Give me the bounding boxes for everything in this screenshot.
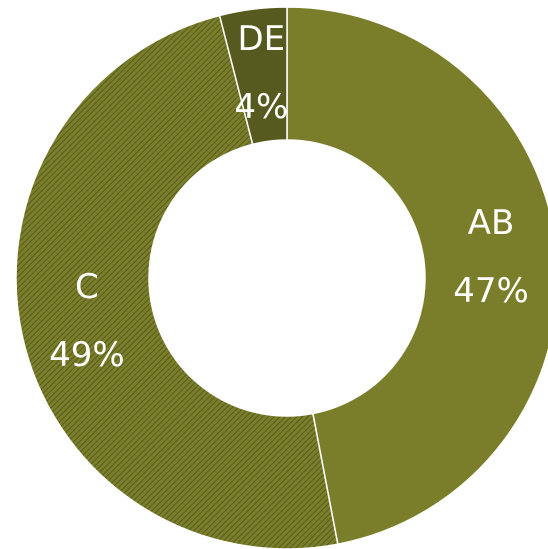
slice-label: DE xyxy=(237,19,285,59)
donut-slice xyxy=(286,6,548,546)
slice-label: C xyxy=(75,267,99,307)
slice-value-label: 47% xyxy=(453,271,529,311)
donut-slice xyxy=(218,6,288,146)
slice-value-label: 49% xyxy=(49,335,125,375)
slice-value-label: 4% xyxy=(234,87,288,127)
donut-slice xyxy=(15,14,339,549)
slice-label: AB xyxy=(468,203,515,243)
